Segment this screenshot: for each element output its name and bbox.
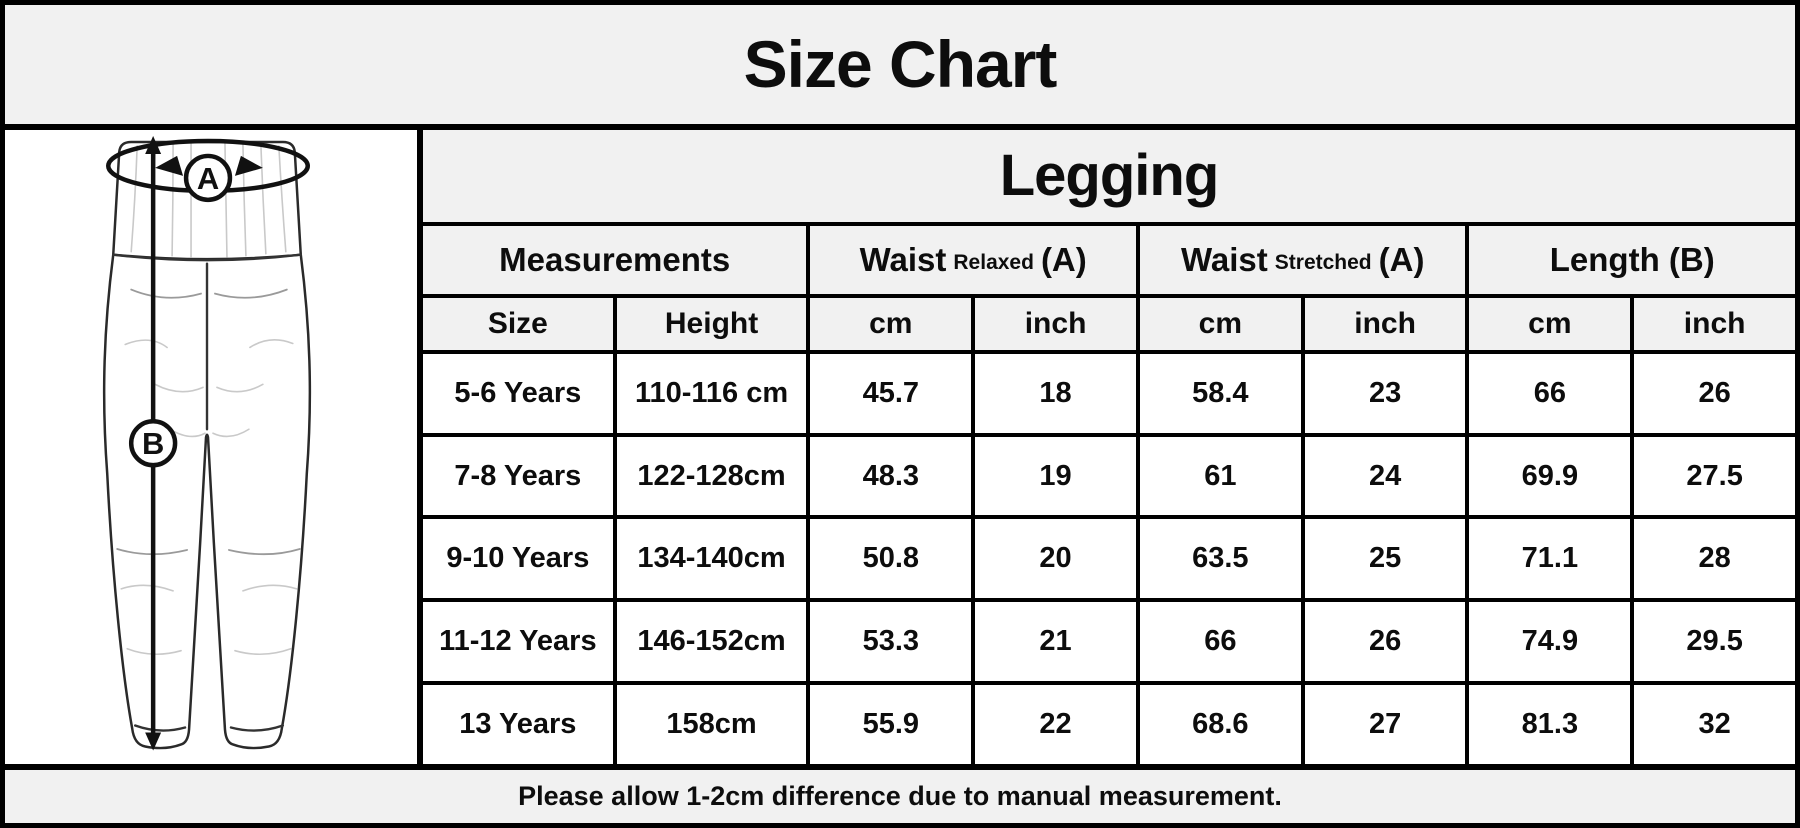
table-cell: 18 bbox=[975, 353, 1136, 433]
table-cell: 158cm bbox=[616, 685, 807, 765]
table-cell: 21 bbox=[975, 602, 1136, 682]
measure-b-label: B bbox=[142, 426, 164, 461]
table-cell: 9-10 Years bbox=[423, 519, 613, 599]
column-group-waist-relaxed: Waist Relaxed (A) bbox=[810, 225, 1136, 294]
table-cell: 22 bbox=[975, 685, 1136, 765]
group-label: Length (B) bbox=[1549, 240, 1715, 278]
group-suffix: (A) bbox=[1040, 240, 1087, 278]
title-bar: Size Chart bbox=[5, 5, 1795, 124]
table-cell: 58.4 bbox=[1139, 353, 1301, 433]
table-cell: 32 bbox=[1634, 685, 1795, 765]
group-suffix: (A) bbox=[1378, 240, 1425, 278]
column-header-inch: inch bbox=[1304, 297, 1466, 350]
group-sublabel: Relaxed bbox=[953, 250, 1034, 274]
table-cell: 71.1 bbox=[1469, 519, 1631, 599]
table-cell: 28 bbox=[1634, 519, 1795, 599]
column-header-height: Height bbox=[616, 297, 807, 350]
table-cell: 24 bbox=[1304, 436, 1466, 516]
table-title: Legging bbox=[423, 129, 1795, 222]
table-cell: 50.8 bbox=[810, 519, 972, 599]
table-cell: 53.3 bbox=[810, 602, 972, 682]
table-cell: 66 bbox=[1139, 602, 1301, 682]
group-label: Measurements bbox=[499, 240, 731, 278]
table-cell: 27 bbox=[1304, 685, 1466, 765]
column-header-size: Size bbox=[423, 297, 613, 350]
waist-measure-arrow: A bbox=[106, 138, 311, 202]
table-cell: 11-12 Years bbox=[423, 602, 613, 682]
table-cell: 55.9 bbox=[810, 685, 972, 765]
table-cell: 61 bbox=[1139, 436, 1301, 516]
waistband-ribbing bbox=[112, 142, 302, 262]
measure-a-marker bbox=[183, 153, 233, 202]
group-sublabel: Stretched bbox=[1274, 250, 1372, 274]
table-cell: 29.5 bbox=[1634, 602, 1795, 682]
table-cell: 63.5 bbox=[1139, 519, 1301, 599]
table-cell: 27.5 bbox=[1634, 436, 1795, 516]
table-cell: 19 bbox=[975, 436, 1136, 516]
legging-legs-outline bbox=[102, 253, 312, 750]
table-cell: 66 bbox=[1469, 353, 1631, 433]
column-header-cm: cm bbox=[1469, 297, 1631, 350]
table-cell: 26 bbox=[1634, 353, 1795, 433]
table-cell: 146-152cm bbox=[616, 602, 807, 682]
group-label: Waist bbox=[859, 240, 947, 278]
column-header-cm: cm bbox=[810, 297, 972, 350]
fabric-wrinkles bbox=[116, 262, 301, 732]
column-group-measurements: Measurements bbox=[423, 225, 807, 294]
table-cell: 45.7 bbox=[810, 353, 972, 433]
table-cell: 23 bbox=[1304, 353, 1466, 433]
table-cell: 48.3 bbox=[810, 436, 972, 516]
table-cell: 25 bbox=[1304, 519, 1466, 599]
legging-illustration-panel: A B bbox=[5, 129, 417, 765]
table-cell: 69.9 bbox=[1469, 436, 1631, 516]
table-cell: 81.3 bbox=[1469, 685, 1631, 765]
column-group-length: Length (B) bbox=[1469, 225, 1795, 294]
table-cell: 20 bbox=[975, 519, 1136, 599]
length-measure-arrow: B bbox=[128, 135, 178, 751]
page-title: Size Chart bbox=[743, 27, 1058, 102]
column-group-waist-stretched: Waist Stretched (A) bbox=[1139, 225, 1466, 294]
table-cell: 110-116 cm bbox=[616, 353, 807, 433]
table-cell: 74.9 bbox=[1469, 602, 1631, 682]
table-cell: 26 bbox=[1304, 602, 1466, 682]
footer-note: Please allow 1-2cm difference due to man… bbox=[518, 781, 1282, 812]
table-cell: 7-8 Years bbox=[423, 436, 613, 516]
table-cell: 122-128cm bbox=[616, 436, 807, 516]
footer-note-bar: Please allow 1-2cm difference due to man… bbox=[5, 770, 1795, 823]
group-label: Waist bbox=[1180, 240, 1268, 278]
legging-illustration: A B bbox=[102, 135, 312, 751]
table-cell: 5-6 Years bbox=[423, 353, 613, 433]
column-header-inch: inch bbox=[975, 297, 1136, 350]
measure-a-label: A bbox=[197, 161, 219, 196]
table-cell: 68.6 bbox=[1139, 685, 1301, 765]
measure-b-marker bbox=[128, 418, 178, 468]
table-cell: 134-140cm bbox=[616, 519, 807, 599]
column-header-cm: cm bbox=[1139, 297, 1301, 350]
main-area: A B Legging Measurements Waist bbox=[5, 129, 1795, 765]
table-cell: 13 Years bbox=[423, 685, 613, 765]
column-header-inch: inch bbox=[1634, 297, 1795, 350]
size-table: Legging Measurements Waist Relaxed (A) W… bbox=[423, 129, 1795, 765]
